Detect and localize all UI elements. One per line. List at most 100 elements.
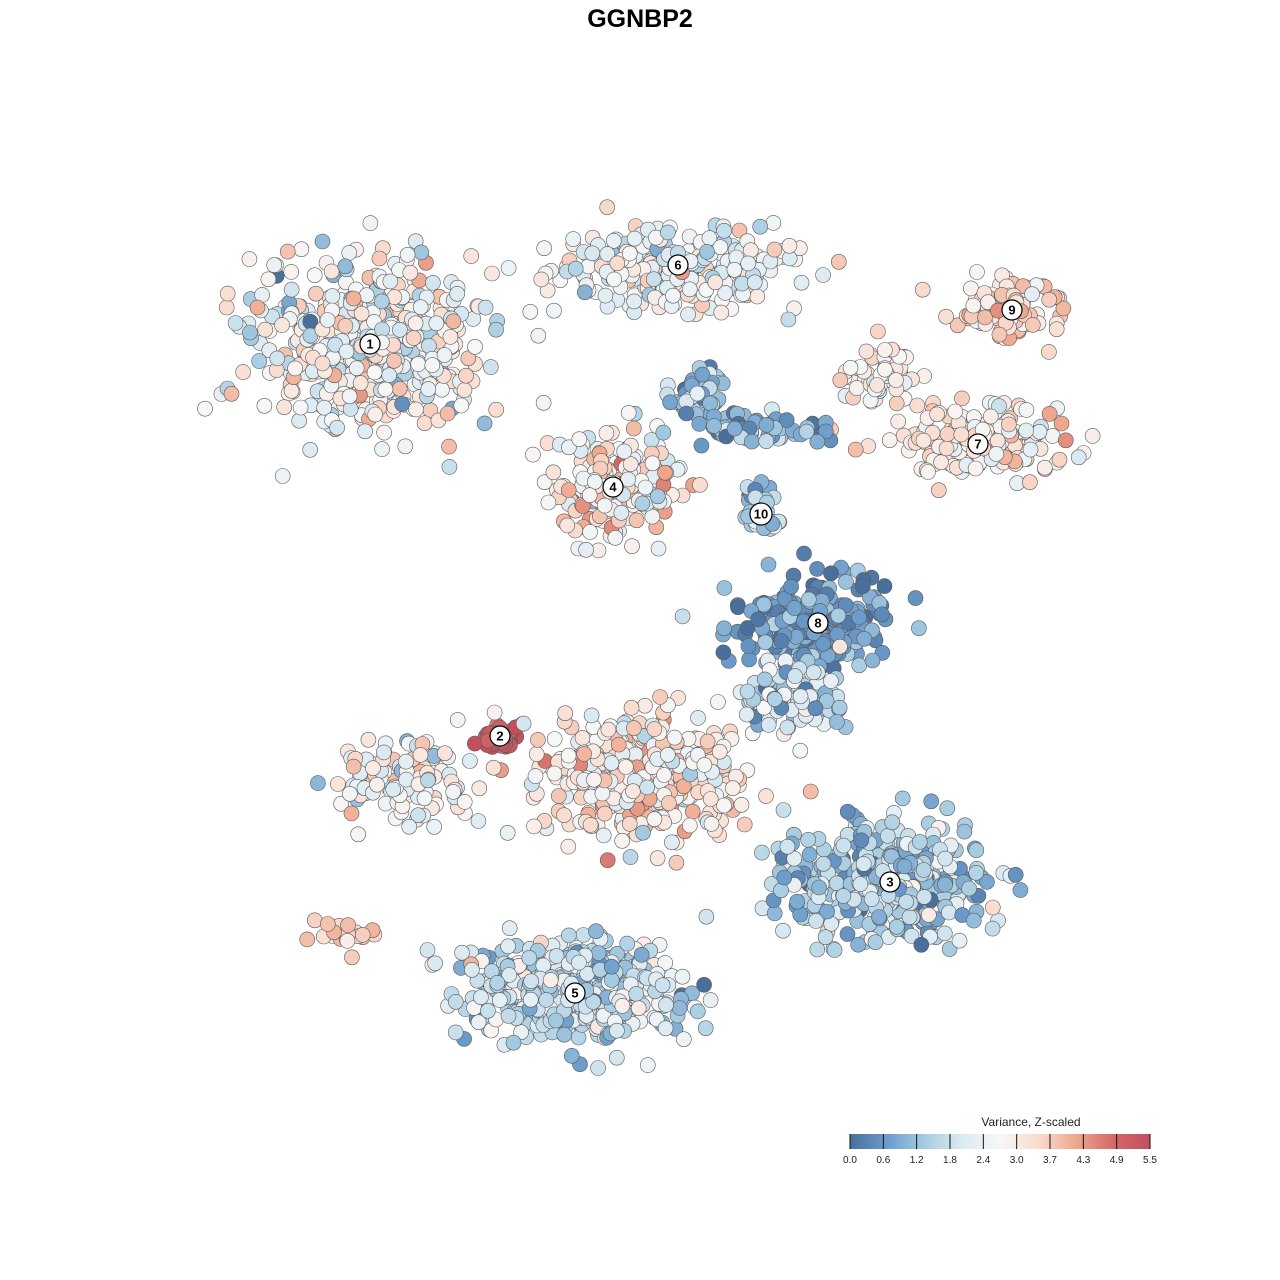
cell-point: [947, 403, 964, 420]
cell-point: [930, 482, 947, 499]
cell-point: [809, 433, 826, 450]
cell-point: [528, 746, 545, 762]
cell-point: [373, 293, 390, 310]
cell-point: [397, 438, 414, 455]
cell-point: [850, 936, 867, 953]
cell-point: [381, 367, 398, 384]
cell-point: [856, 630, 873, 647]
cell-point: [786, 600, 803, 616]
cell-point: [499, 824, 516, 841]
points-layer: [197, 199, 1101, 1076]
cell-point: [699, 733, 716, 750]
cell-point: [1053, 415, 1070, 432]
cell-point: [594, 785, 611, 802]
cell-point: [614, 832, 631, 849]
cell-point: [915, 432, 932, 449]
cell-point: [344, 949, 360, 966]
cell-point: [412, 299, 429, 316]
cell-point: [652, 689, 668, 705]
cell-point: [353, 305, 370, 322]
cell-point: [405, 330, 422, 346]
cell-point: [656, 767, 672, 783]
cell-point: [968, 864, 985, 881]
cell-point: [809, 941, 826, 958]
cell-point: [811, 879, 827, 896]
cell-point: [530, 327, 547, 344]
cell-point: [662, 394, 678, 411]
cell-point: [367, 406, 384, 423]
cell-point: [907, 590, 924, 606]
cell-point: [879, 828, 896, 844]
cell-point: [941, 904, 957, 921]
cell-point: [991, 326, 1008, 343]
cell-point: [953, 426, 970, 443]
cell-point: [736, 816, 753, 833]
cell-point: [399, 247, 416, 263]
cell-point: [752, 218, 769, 235]
cluster-label-1: 1: [359, 333, 381, 355]
cell-point: [596, 497, 613, 514]
cell-point: [595, 827, 612, 844]
cell-point: [441, 438, 457, 455]
cell-point: [622, 849, 639, 865]
cell-point: [726, 420, 743, 437]
cell-point: [538, 992, 555, 1008]
cell-point: [696, 757, 713, 773]
cell-point: [283, 264, 300, 280]
cell-point: [760, 717, 777, 733]
cell-point: [888, 395, 905, 412]
cell-point: [660, 224, 676, 241]
cell-point: [522, 991, 539, 1008]
cell-point: [596, 805, 613, 822]
cell-point: [369, 776, 385, 793]
cell-point: [571, 431, 588, 448]
cell-point: [352, 375, 369, 391]
cell-point: [608, 1049, 625, 1066]
cell-point: [911, 834, 928, 850]
cell-point: [681, 817, 698, 834]
cell-point: [540, 494, 557, 511]
cell-point: [639, 1057, 656, 1073]
cell-point: [453, 397, 470, 414]
cell-point: [716, 223, 732, 239]
cell-point: [354, 927, 371, 943]
cell-point: [716, 620, 732, 637]
cell-point: [780, 311, 797, 328]
cell-point: [689, 385, 706, 402]
cell-point: [798, 423, 815, 440]
cell-point: [1041, 406, 1058, 422]
cell-point: [830, 607, 847, 624]
cell-point: [864, 652, 881, 669]
cell-point: [362, 215, 379, 231]
cell-point: [488, 401, 505, 418]
cell-point: [358, 287, 375, 304]
cell-point: [464, 961, 480, 978]
cell-point: [1041, 291, 1057, 308]
cell-point: [598, 425, 615, 441]
cell-point: [914, 281, 931, 298]
cell-point: [477, 299, 494, 316]
cell-point: [401, 818, 418, 835]
cell-point: [324, 288, 341, 304]
cell-point: [634, 495, 651, 512]
cell-point: [668, 854, 685, 871]
legend-tick-label: 4.3: [1076, 1155, 1090, 1166]
cell-point: [870, 323, 886, 340]
cell-point: [969, 264, 985, 280]
cell-point: [881, 432, 898, 449]
cell-point: [967, 460, 984, 477]
cell-point: [337, 318, 354, 334]
cell-point: [620, 471, 637, 488]
cell-point: [965, 912, 982, 929]
cell-point: [1022, 474, 1038, 491]
cell-point: [339, 933, 356, 949]
cell-point: [256, 397, 273, 414]
cell-point: [603, 755, 620, 771]
cell-point: [197, 400, 213, 417]
cell-point: [428, 315, 445, 332]
cell-point: [920, 907, 937, 923]
cell-point: [266, 257, 283, 273]
legend-tick-label: 2.4: [976, 1155, 990, 1166]
cell-point: [287, 360, 303, 377]
cell-point: [984, 899, 1001, 916]
